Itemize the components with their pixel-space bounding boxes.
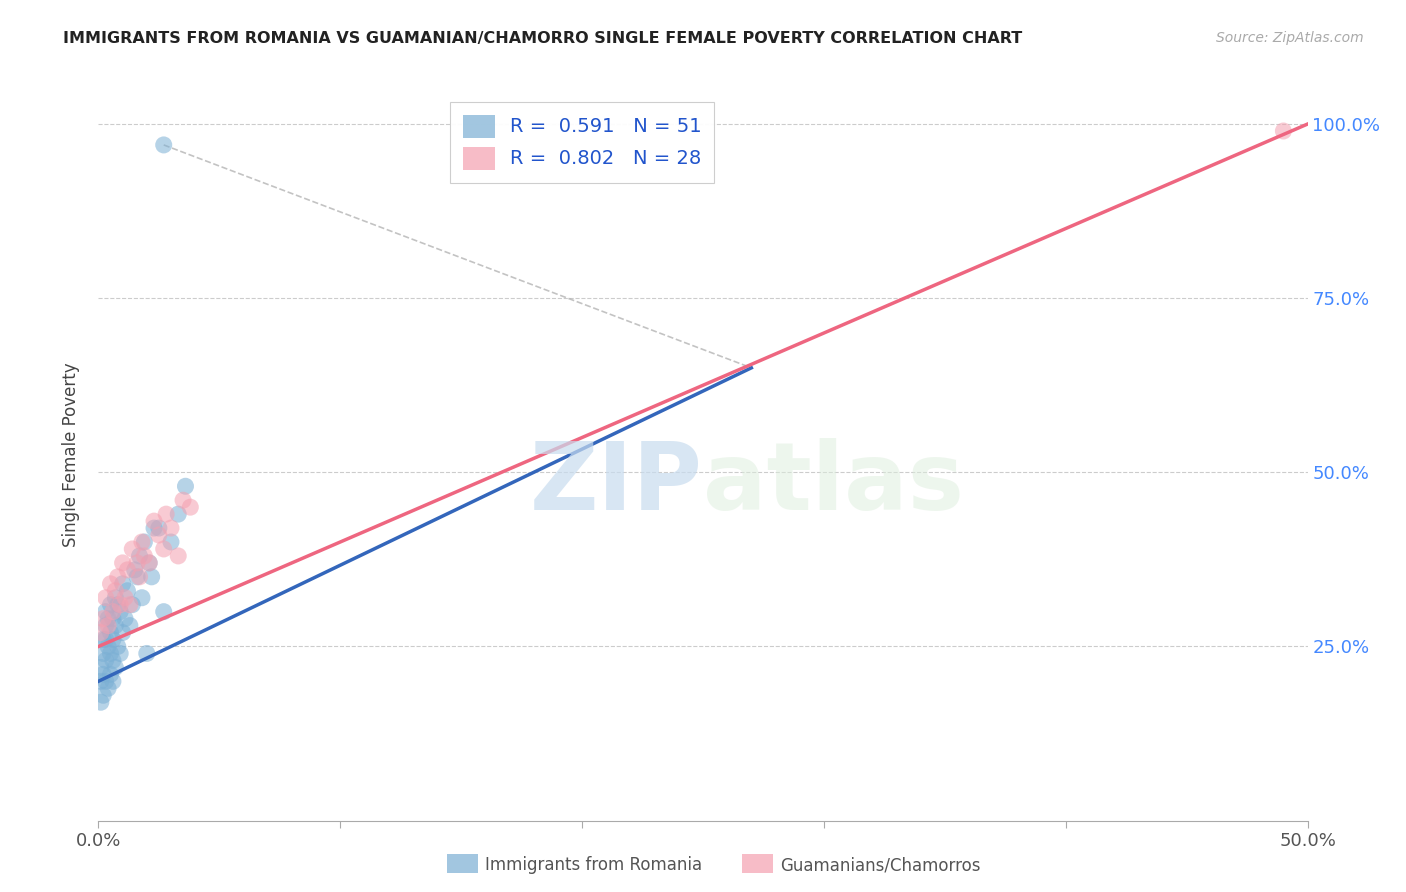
Point [111, 556, 134, 570]
Point [152, 137, 174, 152]
Point [90, 660, 112, 674]
Point [114, 612, 136, 626]
Point [100, 667, 122, 681]
Point [114, 591, 136, 605]
Point [148, 528, 170, 542]
Y-axis label: Single Female Poverty: Single Female Poverty [62, 363, 80, 547]
Point [108, 647, 131, 661]
Point [104, 583, 127, 598]
Point [160, 521, 183, 535]
Point [107, 598, 129, 612]
Point [143, 514, 166, 528]
Point [143, 521, 166, 535]
Point [101, 612, 124, 626]
Point [94, 632, 117, 647]
Point [167, 507, 190, 521]
Point [101, 674, 124, 689]
Text: ZIP: ZIP [530, 438, 703, 530]
Point [91, 667, 114, 681]
Point [167, 549, 190, 563]
Bar [447, 854, 478, 873]
Point [135, 647, 157, 661]
Point [100, 598, 122, 612]
Point [108, 605, 131, 619]
Point [128, 549, 150, 563]
Point [131, 591, 153, 605]
Point [172, 493, 194, 508]
Point [155, 507, 177, 521]
Text: Immigrants from Romania: Immigrants from Romania [485, 856, 702, 874]
Point [91, 647, 114, 661]
Point [100, 625, 122, 640]
Point [94, 674, 117, 689]
Point [90, 674, 112, 689]
Point [118, 598, 141, 612]
Point [97, 640, 120, 654]
Point [111, 625, 134, 640]
Point [118, 618, 141, 632]
Point [94, 591, 117, 605]
Point [1272, 124, 1295, 138]
Point [111, 576, 134, 591]
Point [101, 632, 124, 647]
Point [91, 632, 114, 647]
Point [91, 688, 114, 702]
Point [138, 556, 160, 570]
Point [117, 563, 139, 577]
Point [104, 591, 127, 605]
Point [148, 521, 170, 535]
Point [134, 549, 156, 563]
Point [90, 695, 112, 709]
Point [101, 653, 124, 667]
Point [100, 576, 122, 591]
Point [90, 625, 112, 640]
Point [174, 479, 197, 493]
Point [107, 640, 129, 654]
Point [127, 556, 149, 570]
Point [152, 541, 174, 556]
Text: atlas: atlas [703, 438, 965, 530]
Point [131, 535, 153, 549]
Point [107, 570, 129, 584]
Legend: R =  0.591   N = 51, R =  0.802   N = 28: R = 0.591 N = 51, R = 0.802 N = 28 [450, 102, 714, 183]
Point [128, 570, 150, 584]
Point [101, 605, 124, 619]
Point [121, 598, 143, 612]
Point [160, 535, 183, 549]
Point [97, 612, 120, 626]
Point [121, 541, 143, 556]
Point [152, 605, 174, 619]
Point [104, 618, 127, 632]
Point [97, 681, 120, 696]
Point [100, 647, 122, 661]
Text: Guamanians/Chamorros: Guamanians/Chamorros [780, 856, 981, 874]
Bar [742, 854, 773, 873]
Point [104, 660, 127, 674]
Text: Source: ZipAtlas.com: Source: ZipAtlas.com [1216, 31, 1364, 45]
Point [108, 598, 131, 612]
Point [124, 563, 146, 577]
Point [97, 618, 120, 632]
Point [138, 556, 160, 570]
Point [141, 570, 163, 584]
Point [94, 653, 117, 667]
Point [127, 570, 149, 584]
Point [91, 612, 114, 626]
Point [134, 535, 156, 549]
Point [94, 605, 117, 619]
Point [179, 500, 201, 515]
Text: IMMIGRANTS FROM ROMANIA VS GUAMANIAN/CHAMORRO SINGLE FEMALE POVERTY CORRELATION : IMMIGRANTS FROM ROMANIA VS GUAMANIAN/CHA… [63, 31, 1022, 46]
Point [94, 618, 117, 632]
Point [117, 583, 139, 598]
